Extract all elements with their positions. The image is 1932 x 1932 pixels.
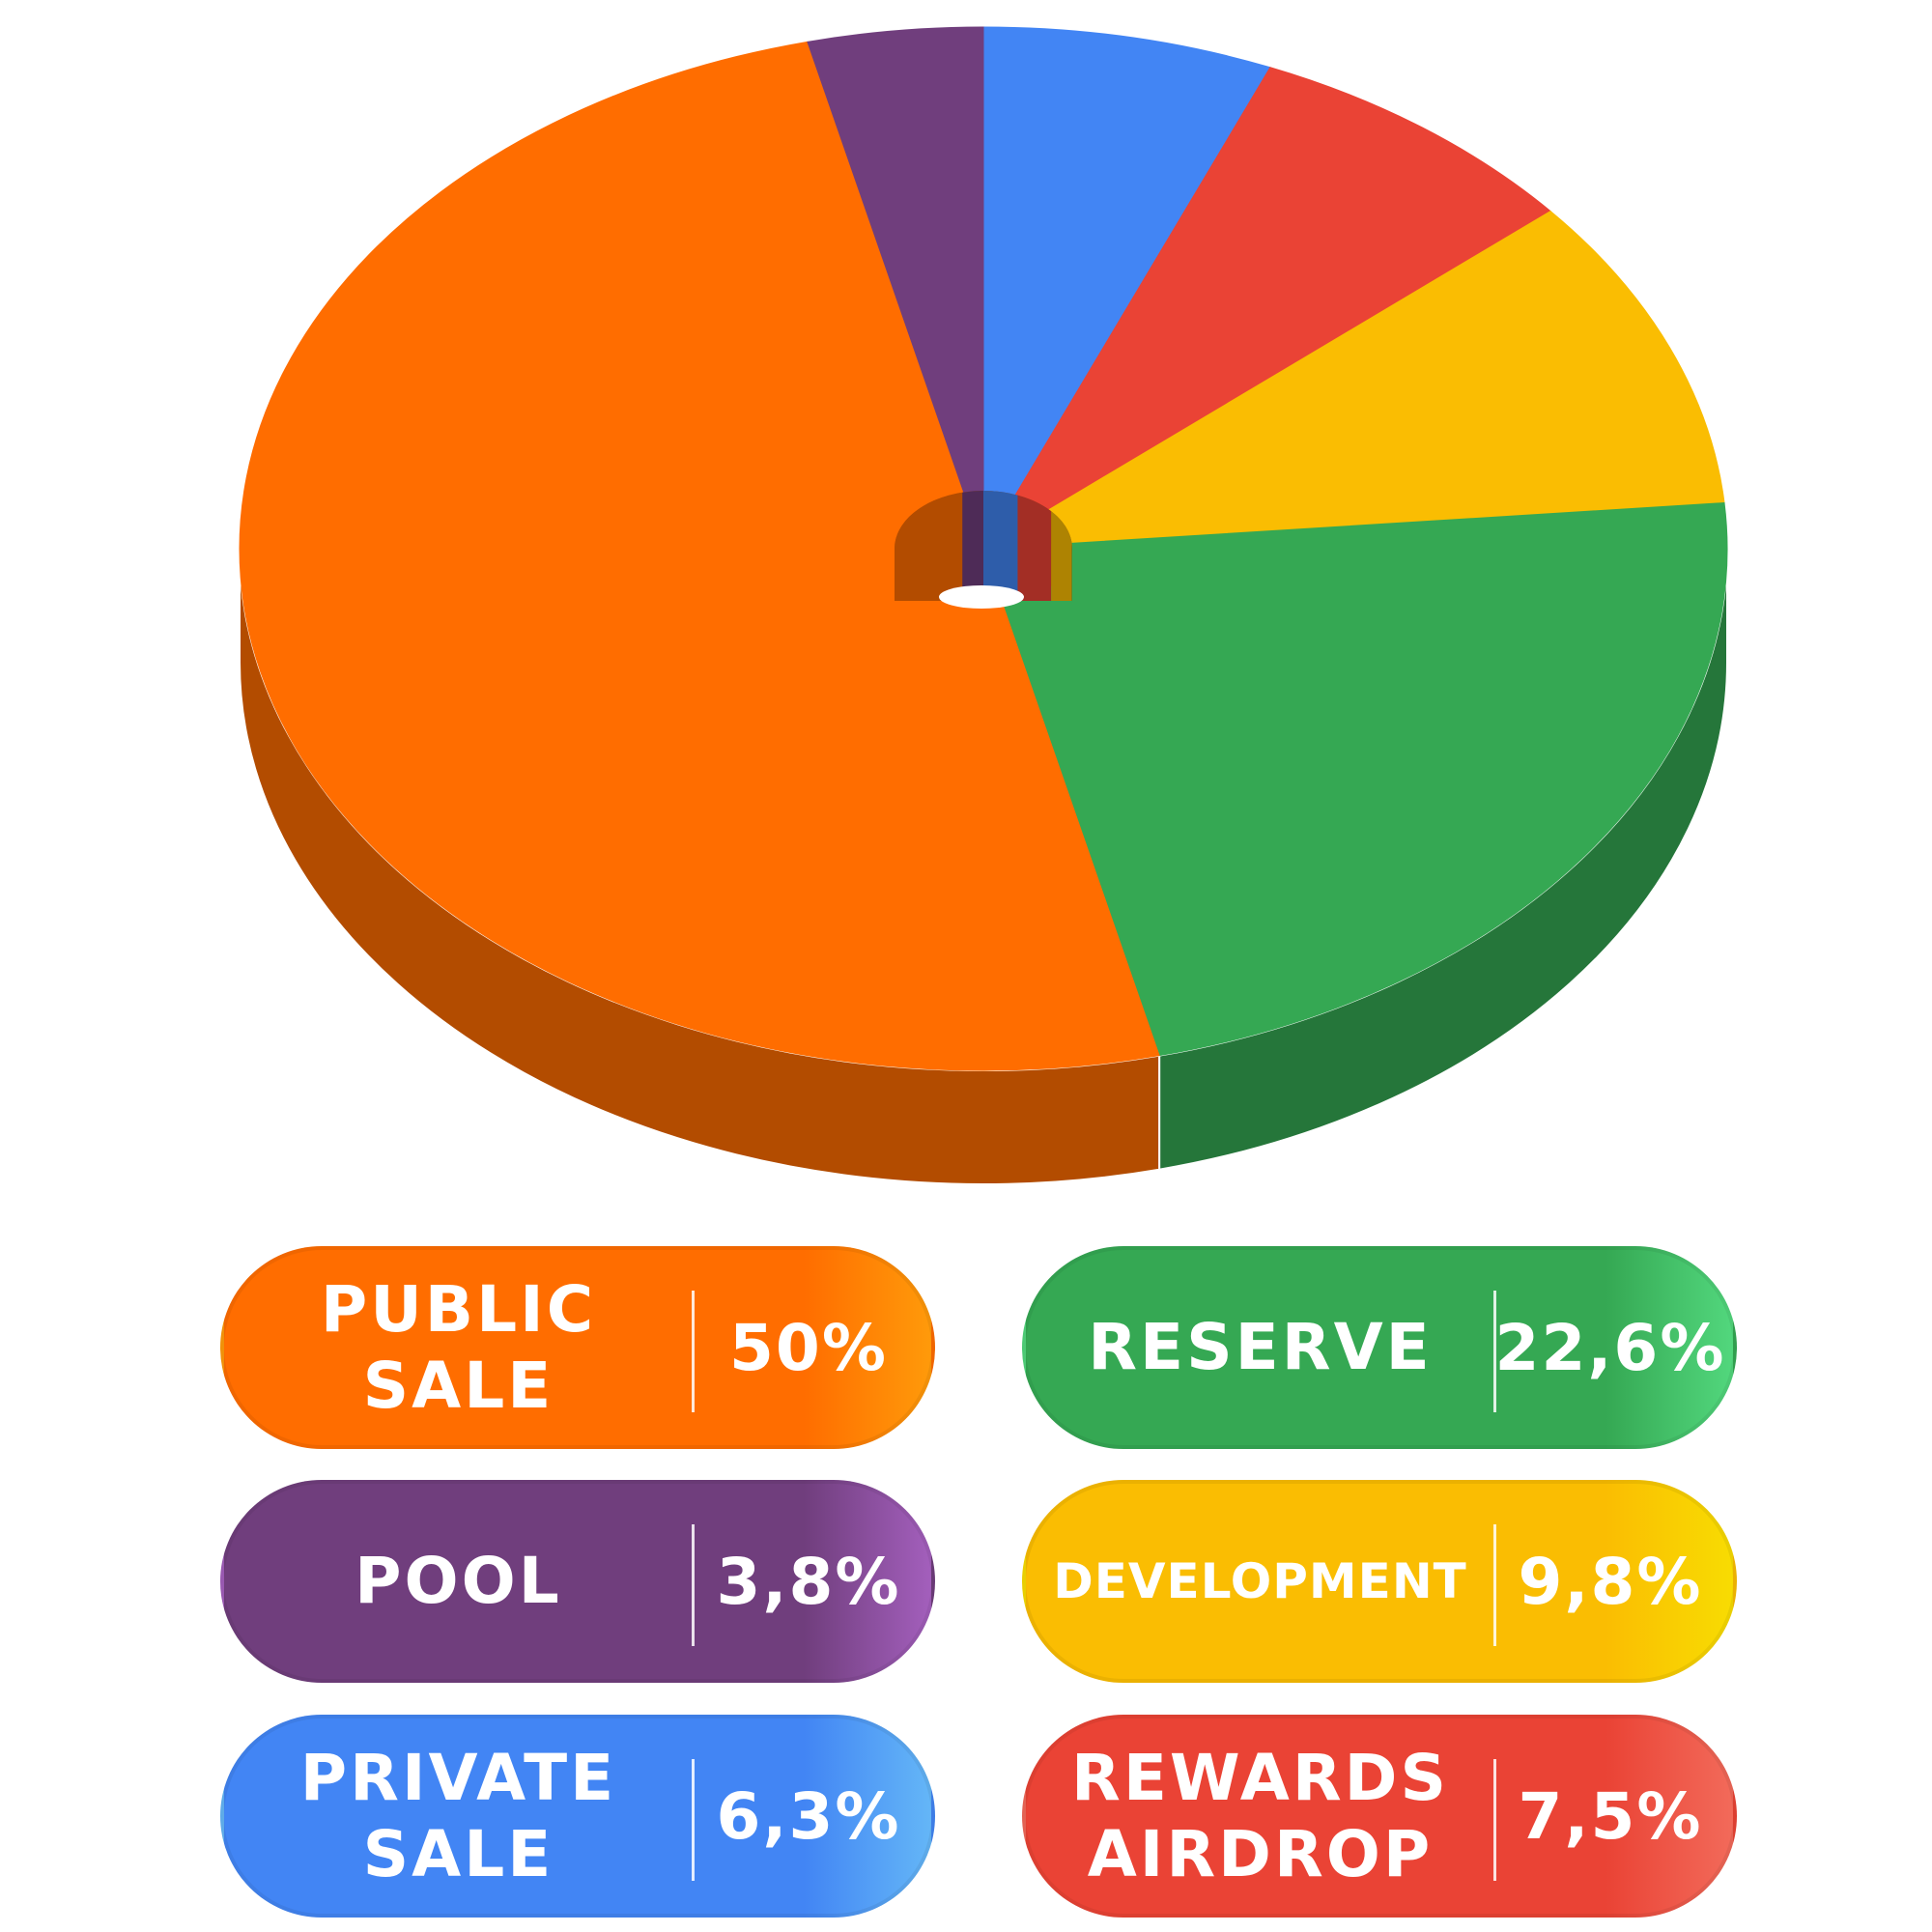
legend-divider (1493, 1759, 1496, 1881)
legend-divider (1493, 1524, 1496, 1646)
legend-divider (1493, 1291, 1496, 1412)
legend-label: PRIVATE SALE (299, 1740, 617, 1891)
legend-divider (692, 1759, 695, 1881)
legend-value: 7,5% (1518, 1778, 1703, 1854)
pie-hole-bottom (939, 585, 1024, 609)
legend-divider (692, 1291, 695, 1412)
pie-hole-wall (895, 492, 963, 601)
legend-label: PUBLIC SALE (320, 1271, 597, 1423)
legend-value: 22,6% (1494, 1310, 1726, 1385)
legend-value: 50% (729, 1310, 888, 1385)
legend-pill-private-sale: PRIVATE SALE 6,3% (220, 1715, 935, 1918)
pie-slice-private-sale (982, 26, 1271, 551)
legend-label: DEVELOPMENT (1053, 1553, 1467, 1609)
legend-label: RESERVE (1088, 1310, 1433, 1385)
pie-hole-wall (962, 491, 983, 601)
pie-hole-wall (1017, 495, 1052, 601)
pie-slices (240, 26, 1728, 1070)
legend-pill-pool: POOL 3,8% (220, 1480, 935, 1683)
pie-hole-wall (1051, 511, 1072, 601)
pie-slice-pool (807, 26, 984, 550)
pie-hole-wall (983, 491, 1018, 601)
pie-slice-public-sale (240, 42, 1159, 1070)
pie-slice-development (982, 210, 1725, 550)
legend-value: 6,3% (716, 1778, 901, 1854)
legend-value: 9,8% (1518, 1544, 1703, 1619)
pie-slice-rewards-airdrop (982, 67, 1551, 550)
legend-label: POOL (355, 1544, 562, 1619)
pie-slice-reserve (982, 502, 1728, 1057)
legend-pill-development: DEVELOPMENT 9,8% (1022, 1480, 1737, 1683)
pie-hole (895, 491, 1072, 609)
legend-label: REWARDS AIRDROP (1071, 1740, 1449, 1891)
legend-divider (692, 1524, 695, 1646)
legend-pill-reserve: RESERVE 22,6% (1022, 1246, 1737, 1449)
legend-pill-public-sale: PUBLIC SALE 50% (220, 1246, 935, 1449)
legend-pill-rewards-airdrop: REWARDS AIRDROP 7,5% (1022, 1715, 1737, 1918)
pie-chart (0, 26, 1728, 1185)
legend-value: 3,8% (716, 1544, 901, 1619)
